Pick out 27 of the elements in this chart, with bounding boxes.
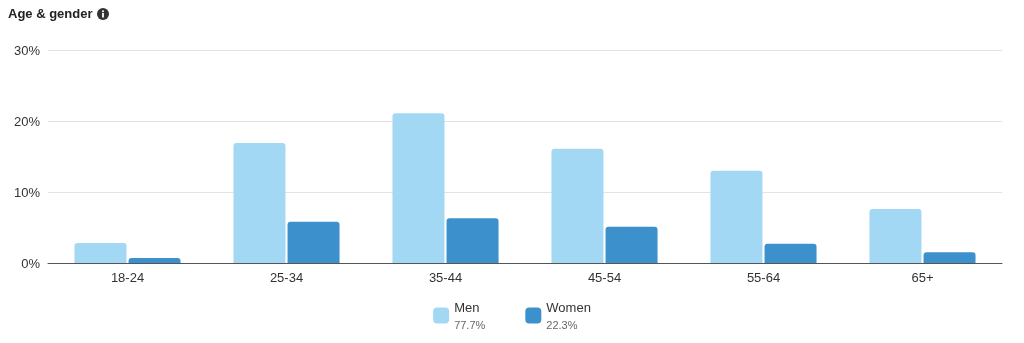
text: 22.3% (546, 318, 578, 331)
y-tick-label: 10% (13, 184, 41, 200)
legend-label: Men (454, 300, 480, 315)
x-tick-label: 45-54 (587, 270, 622, 285)
bar (869, 209, 922, 263)
y-tick-label: 30% (13, 42, 41, 58)
chart-title: Age & gender (8, 6, 93, 21)
x-tick-label: 25-34 (269, 270, 304, 285)
text: 77.7% (454, 318, 486, 331)
legend-label: Women (546, 300, 591, 315)
bar (392, 113, 445, 263)
bar (551, 148, 604, 263)
bar (923, 252, 976, 263)
bar (710, 170, 763, 263)
x-tick-label: 35-44 (428, 270, 463, 285)
bar (74, 243, 127, 263)
bar (128, 258, 181, 263)
bar (287, 221, 340, 263)
y-tick-label: 0% (21, 255, 41, 271)
bar (446, 218, 499, 263)
x-tick-label: 65+ (911, 270, 934, 285)
x-tick-label: 55-64 (746, 270, 781, 285)
y-tick-label: 20% (13, 113, 41, 129)
bar (605, 226, 658, 263)
bar (764, 243, 817, 263)
bar (233, 143, 286, 263)
x-tick-label: 18-24 (110, 270, 145, 285)
